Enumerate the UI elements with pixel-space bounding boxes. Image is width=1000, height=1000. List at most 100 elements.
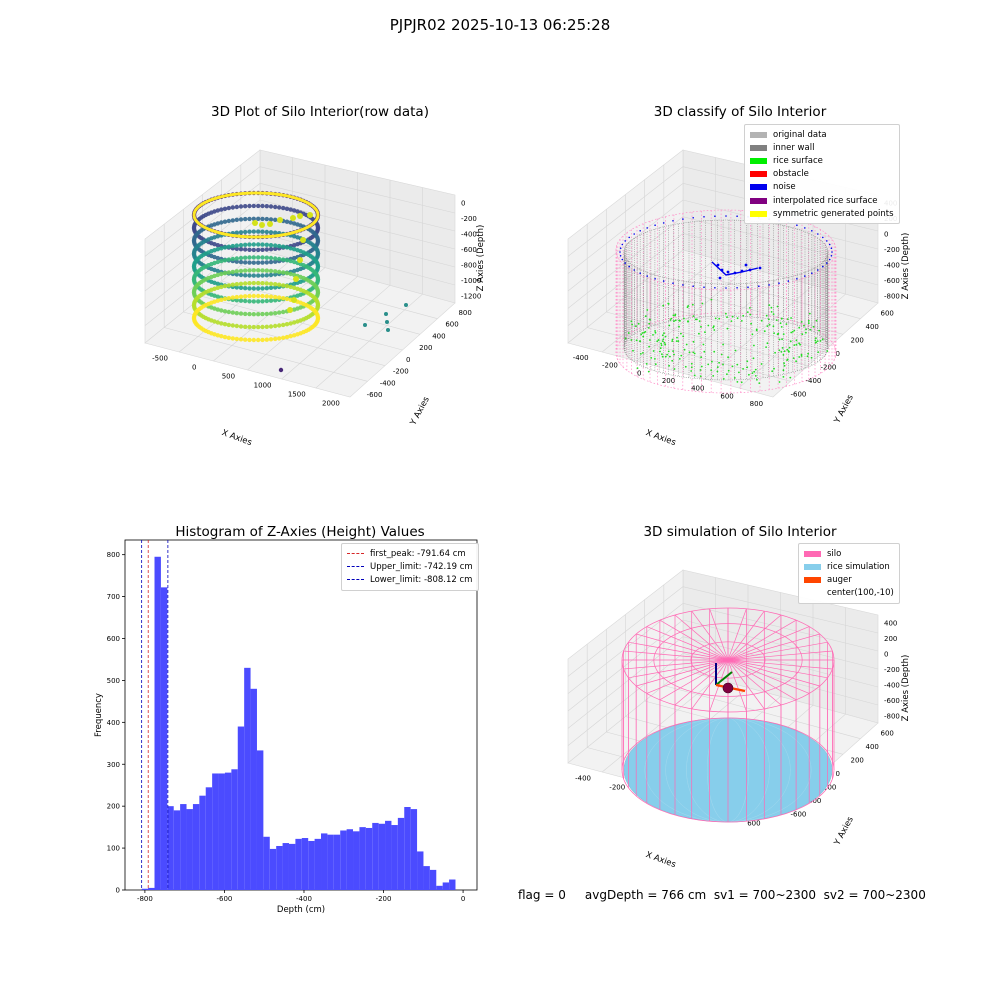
- data-point: [243, 312, 247, 316]
- noise-point: [646, 227, 648, 229]
- noise-point: [804, 275, 806, 277]
- data-point: [265, 294, 269, 298]
- rice-point: [783, 354, 785, 356]
- rice-point: [777, 333, 779, 335]
- noise-point: [804, 227, 806, 229]
- y-tick-label: 400: [107, 719, 120, 727]
- histogram-bar: [347, 829, 353, 890]
- obstacle-point: [287, 307, 293, 313]
- rice-point: [659, 351, 661, 353]
- y-tick-label: 600: [107, 635, 120, 643]
- noise-point: [826, 262, 828, 264]
- legend-label: auger: [827, 575, 852, 585]
- rice-point: [735, 350, 737, 352]
- rice-point: [786, 323, 788, 325]
- rice-point: [777, 306, 779, 308]
- rice-point: [662, 339, 664, 341]
- rice-point: [726, 373, 728, 375]
- data-point: [273, 337, 277, 341]
- rice-point: [728, 370, 730, 372]
- rice-point: [700, 326, 702, 328]
- z-tick-label: -600: [884, 277, 900, 285]
- rice-point: [678, 326, 680, 328]
- rice-point: [814, 340, 816, 342]
- histogram-bar: [212, 773, 218, 890]
- data-point: [285, 271, 289, 275]
- rice-point: [807, 353, 809, 355]
- x-tick-label: 600: [720, 392, 733, 400]
- rice-point: [673, 354, 675, 356]
- legend-item: rice simulation: [804, 560, 894, 573]
- data-point: [256, 325, 260, 329]
- data-point: [285, 258, 289, 262]
- noise-point: [639, 230, 641, 232]
- y-axis-label: Y Axies: [832, 815, 856, 848]
- legend-label: inner wall: [773, 143, 814, 153]
- data-point: [235, 337, 239, 341]
- y-tick-label: 200: [107, 803, 120, 811]
- data-point: [247, 242, 251, 246]
- z-tick-label: -800: [884, 712, 900, 720]
- noise-point: [759, 267, 762, 270]
- data-point: [239, 299, 243, 303]
- data-point: [235, 282, 239, 286]
- obstacle-point: [297, 257, 303, 263]
- rice-point: [631, 339, 633, 341]
- rice-point: [748, 374, 750, 376]
- data-point: [227, 245, 231, 249]
- data-point: [273, 243, 277, 247]
- data-point: [277, 283, 281, 287]
- data-point: [285, 297, 289, 301]
- legend-label: symmetric generated points: [773, 209, 894, 219]
- rice-point: [718, 362, 720, 364]
- rice-point: [673, 320, 675, 322]
- rice-point: [774, 352, 776, 354]
- rice-point: [668, 325, 670, 327]
- histogram-bar: [161, 587, 167, 890]
- rice-point: [732, 366, 734, 368]
- data-point: [243, 281, 247, 285]
- rice-point: [692, 352, 694, 354]
- histogram-bar: [366, 828, 372, 890]
- data-point: [281, 245, 285, 249]
- data-point: [281, 283, 285, 287]
- rice-point: [690, 370, 692, 372]
- rice-point: [784, 350, 786, 352]
- histogram-bar: [270, 849, 276, 890]
- data-point: [277, 310, 281, 314]
- rice-point: [796, 344, 798, 346]
- rice-point: [738, 372, 740, 374]
- data-point: [247, 273, 251, 277]
- rice-point: [691, 363, 693, 365]
- data-point: [269, 217, 273, 221]
- data-point: [260, 286, 264, 290]
- rice-point: [674, 315, 676, 317]
- rice-point: [662, 334, 664, 336]
- rice-point: [698, 333, 700, 335]
- data-point: [252, 255, 256, 259]
- data-point: [265, 230, 269, 234]
- data-point: [277, 323, 281, 327]
- histogram-bar: [295, 839, 301, 890]
- rice-point: [793, 357, 795, 359]
- histogram-bar: [398, 818, 404, 890]
- histogram-bar: [225, 773, 231, 890]
- histogram-bar: [257, 750, 263, 890]
- data-point: [252, 242, 256, 246]
- data-point: [247, 260, 251, 264]
- legend-item: Upper_limit: -742.19 cm: [347, 560, 473, 573]
- histogram-bar: [199, 796, 205, 890]
- x-axis-label: Depth (cm): [277, 905, 325, 915]
- obstacle-point: [297, 213, 303, 219]
- legend-swatch: [750, 211, 767, 217]
- legend-swatch: [750, 184, 767, 190]
- y-tick-label: 200: [851, 757, 864, 765]
- rice-point: [779, 381, 781, 383]
- noise-point: [725, 287, 727, 289]
- rice-point: [771, 370, 773, 372]
- legend-label: obstacle: [773, 169, 809, 179]
- data-point: [256, 312, 260, 316]
- histogram-bar: [219, 773, 225, 890]
- data-point: [252, 299, 256, 303]
- data-point: [243, 325, 247, 329]
